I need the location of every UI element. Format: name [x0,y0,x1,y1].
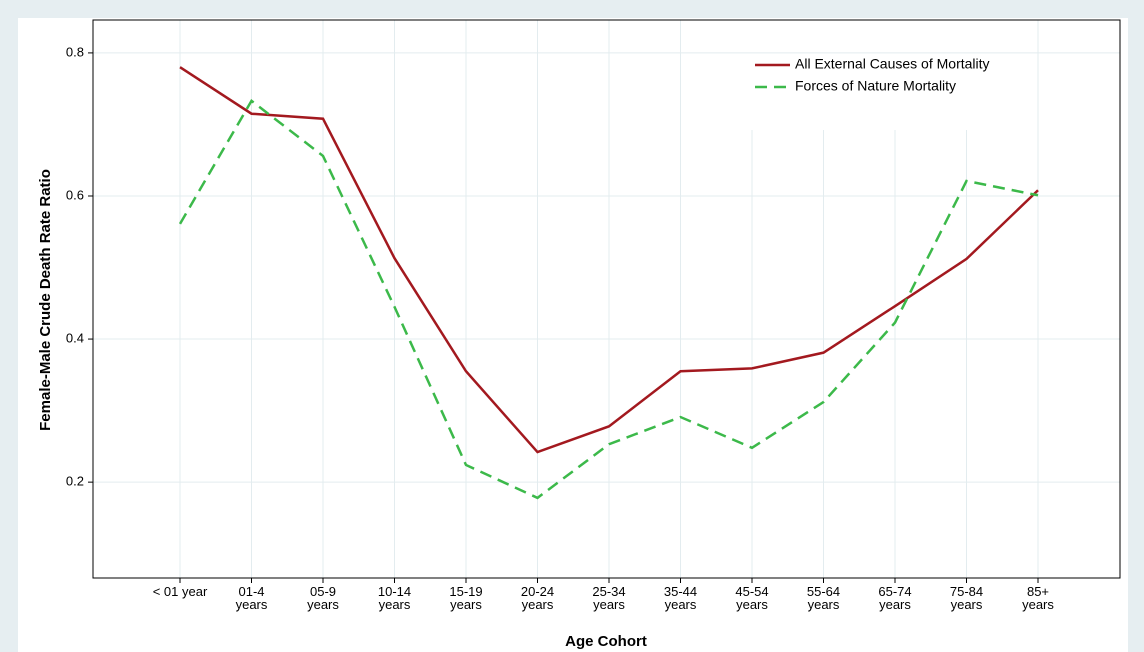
chart-background [18,18,1128,652]
x-tick-label: 55-64 years [806,584,841,612]
y-tick-label: 0.4 [66,330,84,345]
plot-frame [92,19,1121,579]
x-tick-label: 10-14 years [377,584,412,612]
y-tick-label: 0.2 [66,474,84,489]
x-tick-label: 25-34 years [592,584,626,612]
y-tick-label: 0.8 [66,44,84,59]
x-tick-label: 35-44 years [663,584,698,612]
y-axis-title: Female-Male Crude Death Rate Ratio [37,169,54,431]
series-line [179,66,1039,454]
legend-label: Forces of Nature Mortality [795,78,956,94]
y-tick-label: 0.6 [66,187,84,202]
grid [93,20,1120,578]
x-tick-label: 65-74 years [878,584,912,612]
x-tick-label: 75-84 years [949,584,984,612]
x-tick-label: 85+ years [1022,584,1054,612]
series-line [178,98,1039,500]
x-axis-title: Age Cohort [565,633,647,650]
x-tick-label: 01-4 years [235,584,268,612]
x-tick-label: < 01 year [152,584,208,599]
x-tick-label: 15-19 years [449,584,483,612]
x-tick-label: 20-24 years [520,584,555,612]
x-tick-label: 45-54 years [735,584,769,612]
x-tick-label: 05-9 years [307,584,339,612]
legend-label: All External Causes of Mortality [795,56,990,72]
